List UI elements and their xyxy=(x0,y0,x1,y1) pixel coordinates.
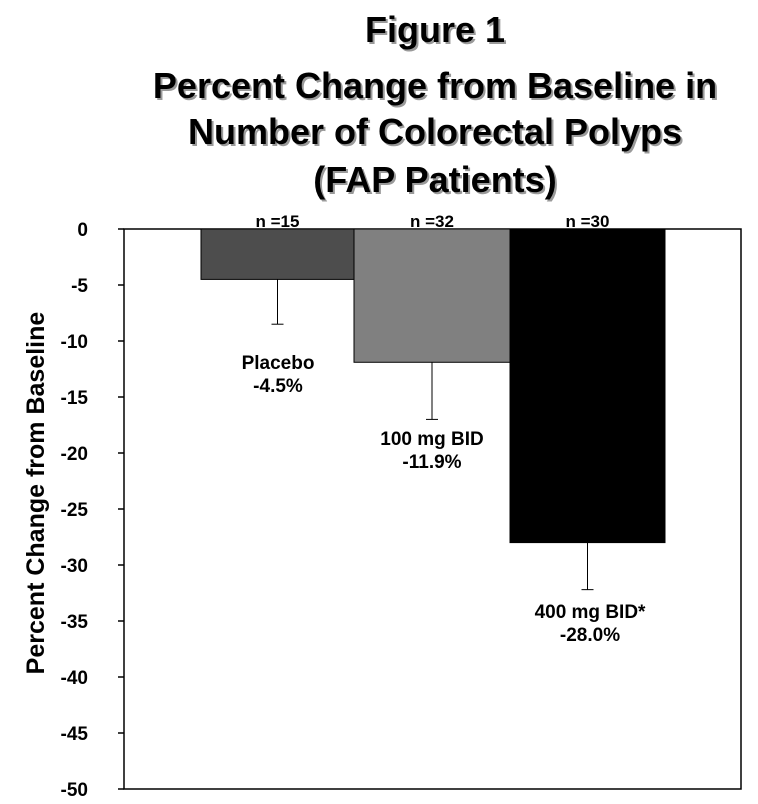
chart-subtitle-line-2: Number of Colorectal Polyps xyxy=(188,111,682,152)
y-tick-label: -10 xyxy=(61,332,88,353)
y-tick-label: -35 xyxy=(61,612,89,633)
bar xyxy=(510,229,665,543)
chart-subtitle-line-3: (FAP Patients) xyxy=(313,159,556,200)
y-tick-label: -15 xyxy=(61,388,89,409)
value-label: -4.5% xyxy=(253,376,303,397)
chart-title: Figure 1 Figure 1 Percent Change from Ba… xyxy=(153,9,719,202)
category-label: 400 mg BID* xyxy=(535,602,646,623)
chart-subtitle-line-1: Percent Change from Baseline in xyxy=(153,65,717,106)
y-tick-label: -45 xyxy=(61,724,89,745)
chart-title-text: Figure 1 xyxy=(365,9,505,50)
y-tick-label: -30 xyxy=(61,556,88,577)
bar xyxy=(201,229,354,279)
y-tick-label: 0 xyxy=(77,220,88,241)
category-label: Placebo xyxy=(242,353,315,374)
y-tick-label: -20 xyxy=(61,444,88,465)
n-label: n =32 xyxy=(410,212,454,231)
y-tick-label: -50 xyxy=(61,780,88,801)
y-tick-label: -40 xyxy=(61,668,88,689)
y-axis-ticks: 0 -5 -10 -15 -20 -25 -30 -35 -40 -45 -50 xyxy=(61,220,124,801)
value-label: -11.9% xyxy=(402,452,461,473)
y-tick-label: -25 xyxy=(61,500,89,521)
n-label: n =30 xyxy=(566,212,610,231)
y-tick-label: -5 xyxy=(71,276,88,297)
n-label: n =15 xyxy=(256,212,300,231)
value-label: -28.0% xyxy=(560,625,620,646)
bar xyxy=(354,229,510,362)
y-axis-label: Percent Change from Baseline xyxy=(22,312,50,675)
bars: n =15 Placebo-4.5% n =32 100 mg BID-11.9% n … xyxy=(201,212,665,646)
category-label: 100 mg BID xyxy=(380,429,483,450)
